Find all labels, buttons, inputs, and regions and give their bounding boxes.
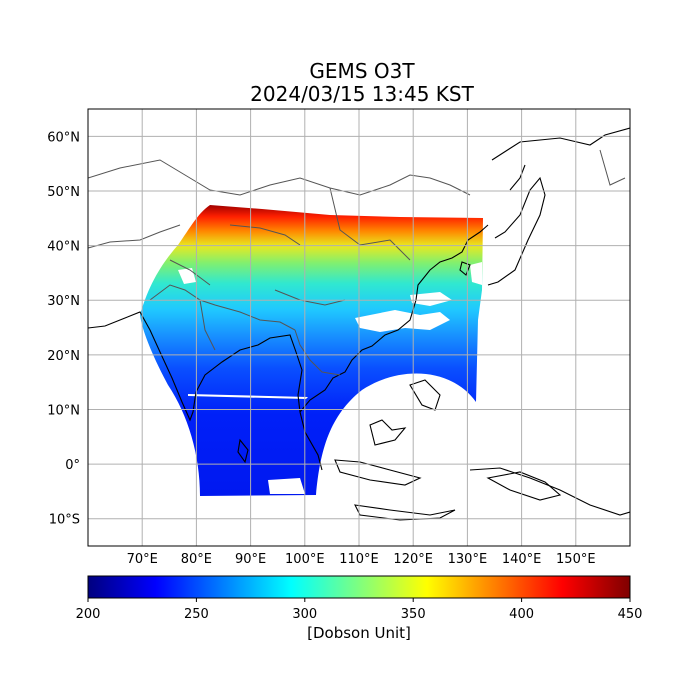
colorbar-tick-label: 300 [292,607,317,622]
colorbar [87,575,631,599]
longitude-tick-label: 70°E [127,552,158,567]
data-gap [470,262,482,285]
longitude-tick-label: 130°E [448,552,488,567]
latitude-tick-label: 10°S [49,513,80,528]
colorbar-tick-label: 400 [509,607,534,622]
colorbar-tick-label: 250 [184,607,209,622]
longitude-tick-labels: 70°E 80°E 90°E 100°E 110°E 120°E 130°E 140°E 150… [127,552,596,567]
longitude-tick-label: 80°E [181,552,212,567]
data-gap [268,478,305,494]
map-title: GEMS O3T [309,59,415,83]
longitude-tick-label: 140°E [502,552,542,567]
latitude-tick-labels: 60°N 50°N 40°N 30°N 20°N 10°N 0° 10°S [47,130,80,527]
data-gap [410,292,452,306]
latitude-tick-label: 10°N [47,403,80,418]
map-plot-area [88,127,630,521]
colorbar-ticks: 200 250 300 350 400 450 [76,598,643,622]
data-gap [188,394,308,399]
latitude-tick-label: 50°N [47,185,80,200]
ozone-swath [140,205,483,496]
longitude-tick-label: 110°E [339,552,379,567]
gridlines [88,109,630,546]
longitude-tick-label: 120°E [393,552,433,567]
colorbar-tick-label: 450 [618,607,643,622]
longitude-tick-label: 100°E [285,552,325,567]
latitude-tick-label: 30°N [47,294,80,309]
latitude-tick-label: 20°N [47,349,80,364]
data-gap [178,268,196,284]
data-gap [355,310,450,332]
longitude-tick-label: 90°E [235,552,266,567]
map-subtitle: 2024/03/15 13:45 KST [250,82,474,106]
colorbar-tick-label: 200 [76,607,101,622]
latitude-tick-label: 40°N [47,240,80,255]
longitude-tick-label: 150°E [556,552,596,567]
map-frame [87,108,631,547]
latitude-tick-label: 60°N [47,130,80,145]
latitude-tick-label: 0° [65,458,80,473]
colorbar-tick-label: 350 [401,607,426,622]
country-borders [88,149,626,376]
colorbar-label: [Dobson Unit] [307,624,411,642]
coastlines [88,127,630,521]
